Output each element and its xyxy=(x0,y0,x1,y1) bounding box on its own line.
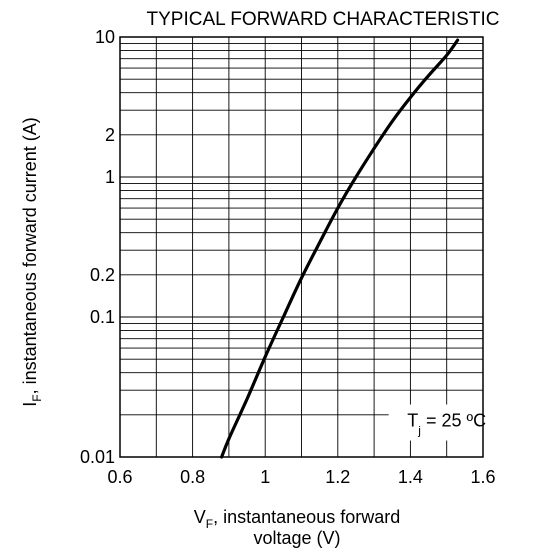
plot-frame xyxy=(119,36,484,458)
y-tick-labels: 0.01 0.1 0.2 1 2 10 xyxy=(80,27,115,467)
y-tick-label: 0.2 xyxy=(90,265,115,285)
chart-title: TYPICAL FORWARD CHARACTERISTIC xyxy=(147,9,500,30)
x-tick-label: 1.6 xyxy=(470,467,495,487)
junction-temperature-annotation: Tj = 25 ºC xyxy=(388,404,505,441)
curve-layer xyxy=(220,38,460,459)
annotation-text: Tj = 25 ºC xyxy=(407,411,486,438)
x-tick-labels: 0.6 0.8 1 1.2 1.4 1.6 xyxy=(107,467,495,487)
y-tick-label: 10 xyxy=(95,27,115,47)
forward-current-curve xyxy=(220,38,460,459)
y-tick-label: 0.1 xyxy=(90,307,115,327)
y-axis-title: IF, instantaneous forward current (A) xyxy=(20,117,44,407)
grid xyxy=(120,37,483,457)
x-tick-label: 1 xyxy=(260,467,270,487)
annotation-background xyxy=(388,404,505,441)
x-tick-label: 0.8 xyxy=(180,467,205,487)
x-tick-label: 1.2 xyxy=(325,467,350,487)
y-tick-label: 0.01 xyxy=(80,447,115,467)
y-tick-label: 1 xyxy=(105,167,115,187)
x-axis-title-line2: voltage (V) xyxy=(253,528,340,548)
x-tick-label: 0.6 xyxy=(107,467,132,487)
x-tick-label: 1.4 xyxy=(398,467,423,487)
x-axis-title: VF, instantaneous forward xyxy=(194,507,400,531)
y-tick-label: 2 xyxy=(105,125,115,145)
